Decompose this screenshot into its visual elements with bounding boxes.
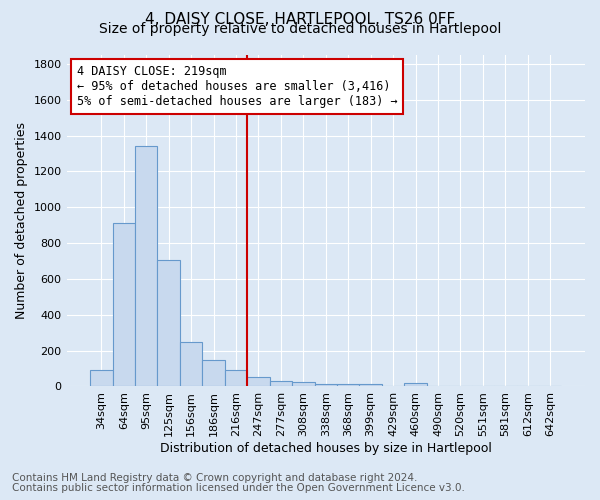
Bar	[269, 381, 292, 386]
Text: Contains HM Land Registry data © Crown copyright and database right 2024.: Contains HM Land Registry data © Crown c…	[12, 473, 418, 483]
Text: 4 DAISY CLOSE: 219sqm
← 95% of detached houses are smaller (3,416)
5% of semi-de: 4 DAISY CLOSE: 219sqm ← 95% of detached …	[77, 65, 398, 108]
Text: Contains public sector information licensed under the Open Government Licence v3: Contains public sector information licen…	[12, 483, 465, 493]
Bar	[135, 146, 157, 386]
Bar	[247, 376, 269, 386]
Y-axis label: Number of detached properties: Number of detached properties	[15, 122, 28, 319]
Bar	[180, 342, 202, 386]
X-axis label: Distribution of detached houses by size in Hartlepool: Distribution of detached houses by size …	[160, 442, 492, 455]
Text: Size of property relative to detached houses in Hartlepool: Size of property relative to detached ho…	[99, 22, 501, 36]
Bar	[157, 260, 180, 386]
Bar	[113, 224, 135, 386]
Bar	[359, 384, 382, 386]
Bar	[225, 370, 247, 386]
Bar	[314, 384, 337, 386]
Bar	[337, 384, 359, 386]
Bar	[404, 383, 427, 386]
Text: 4, DAISY CLOSE, HARTLEPOOL, TS26 0FF: 4, DAISY CLOSE, HARTLEPOOL, TS26 0FF	[145, 12, 455, 28]
Bar	[292, 382, 314, 386]
Bar	[202, 360, 225, 386]
Bar	[90, 370, 113, 386]
